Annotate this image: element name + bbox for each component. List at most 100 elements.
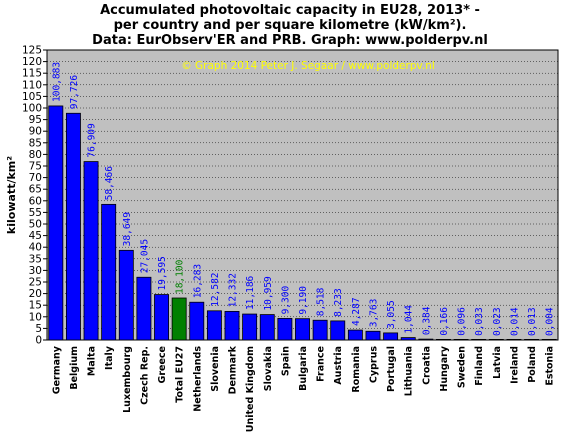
x-axis-categories: Germany Belgium Malta Italy Luxembourg Czech … [51, 345, 555, 432]
category-label: Lithuania [404, 346, 415, 396]
category-label: United Kingdom [245, 346, 256, 432]
category-label: Czech Rep. [139, 346, 150, 405]
y-tick-label: 45 [29, 230, 42, 242]
y-tick-label: 55 [29, 207, 42, 219]
category-label: Total EU27 [175, 346, 186, 403]
value-label: 9,300 [280, 286, 291, 315]
y-tick-label: 20 [29, 288, 42, 300]
category-label: Luxembourg [122, 346, 133, 413]
bar [312, 319, 328, 341]
value-label: 18,100 [175, 259, 186, 294]
value-label: 0,384 [421, 306, 432, 335]
value-label: 58,466 [104, 166, 115, 201]
bar [206, 310, 222, 341]
value-label: 3,763 [368, 299, 379, 328]
value-label: 10,959 [263, 276, 274, 311]
bar [295, 318, 310, 341]
category-label: Netherlands [192, 346, 203, 412]
value-label: 27,045 [139, 239, 150, 273]
bar [154, 294, 169, 341]
bar [418, 338, 434, 341]
bar [453, 338, 469, 341]
value-label: 3,055 [386, 300, 397, 329]
bar [541, 338, 557, 341]
category-label: Slovakia [263, 346, 274, 391]
bar [259, 314, 275, 341]
category-label: Estonia [545, 346, 556, 386]
bar [118, 249, 134, 341]
category-label: Greece [157, 346, 168, 383]
y-tick-label: 15 [29, 300, 42, 312]
watermark-text: © Graph 2014 Peter J. Segaar / www.polde… [181, 60, 435, 72]
value-label: 38,649 [122, 212, 133, 247]
value-label: 16,283 [192, 264, 203, 298]
value-label: 12,332 [228, 273, 239, 307]
value-label: 0,166 [439, 307, 450, 336]
value-label: 8,233 [333, 288, 344, 317]
bar [436, 338, 451, 341]
y-tick-label: 10 [29, 311, 42, 323]
bar [277, 318, 293, 341]
bar [471, 338, 487, 341]
value-label: 0,004 [545, 307, 556, 336]
y-tick-label: 5 [35, 323, 42, 335]
value-labels: 100,883 97,726 76,909 58,466 38,649 27,045 19,… [51, 62, 555, 336]
category-label: Romania [351, 346, 362, 393]
category-label: Ireland [509, 346, 520, 384]
value-label: 97,726 [69, 75, 80, 110]
bar [506, 338, 522, 341]
y-tick-label: 105 [22, 91, 42, 103]
y-tick-label: 95 [29, 114, 42, 126]
value-label: 9,190 [298, 286, 309, 315]
category-label: Slovenia [210, 346, 221, 392]
y-tick-label: 65 [29, 184, 42, 196]
y-tick-label: 0 [35, 335, 42, 347]
category-label: Latvia [492, 346, 503, 379]
value-label: 4,287 [351, 297, 362, 326]
bar [83, 161, 99, 341]
bar [101, 203, 117, 341]
category-label: Austria [333, 346, 344, 385]
bar [365, 330, 381, 341]
chart-title-line-3: Data: EurObserv'ER and PRB. Graph: www.p… [92, 33, 488, 48]
category-label: Germany [51, 345, 62, 394]
y-tick-label: 50 [29, 219, 42, 231]
category-label: Croatia [421, 346, 432, 385]
category-label: Malta [87, 346, 98, 376]
bar [189, 301, 205, 341]
bar [524, 338, 540, 341]
y-tick-label: 75 [29, 161, 42, 173]
category-label: France [316, 346, 327, 382]
category-label: Italy [104, 345, 115, 370]
category-label: Hungary [439, 345, 450, 391]
value-label: 19,595 [157, 256, 168, 290]
category-label: Sweden [457, 346, 468, 388]
bar [347, 329, 363, 341]
y-tick-label: 125 [22, 45, 42, 57]
value-label: 0,013 [527, 307, 538, 336]
bar [383, 332, 399, 341]
value-label: 11,186 [245, 275, 256, 310]
bar [330, 320, 346, 341]
y-tick-label: 30 [29, 265, 42, 277]
bar [65, 112, 81, 341]
value-label: 12,582 [210, 272, 221, 306]
bar [224, 310, 240, 341]
category-label: Belgium [69, 346, 80, 390]
value-label: 0,096 [457, 307, 468, 336]
bar [400, 337, 416, 341]
value-label: 100,883 [51, 62, 62, 102]
y-tick-label: 60 [29, 195, 42, 207]
category-label: Finland [474, 346, 485, 386]
y-tick-label: 25 [29, 277, 42, 289]
y-tick-label: 85 [29, 137, 42, 149]
value-label: 0,023 [492, 307, 503, 336]
bar [488, 338, 504, 341]
bar [171, 297, 187, 341]
category-label: Spain [280, 346, 291, 376]
y-tick-label: 35 [29, 253, 42, 265]
y-tick-label: 80 [29, 149, 42, 161]
y-tick-label: 115 [22, 68, 42, 80]
y-axis-label: kilowatt/km² [5, 156, 18, 234]
